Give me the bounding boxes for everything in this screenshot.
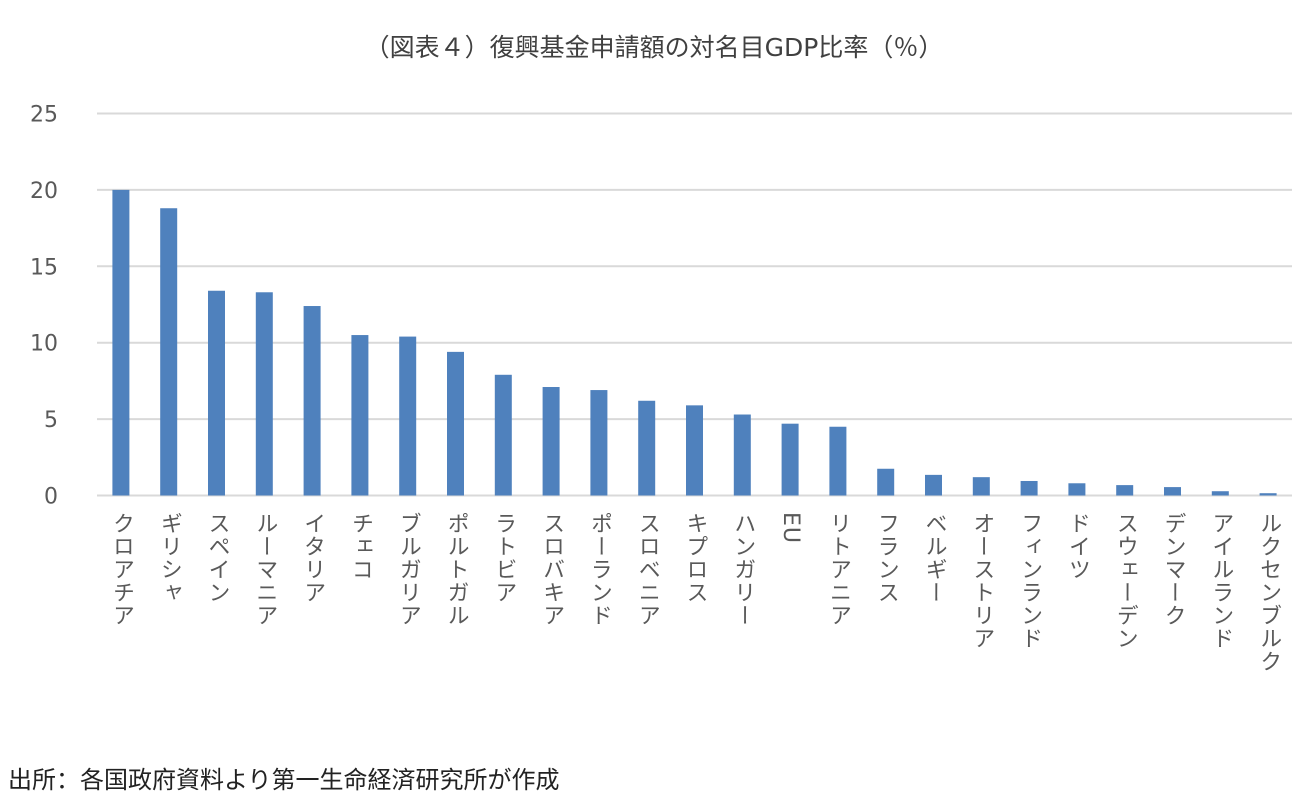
bar-17 [925,474,942,496]
y-tick-label: 0 [44,485,58,510]
x-tick-label: アイルランド [1208,512,1234,650]
x-tick-label: リトアニア [825,512,851,627]
x-tick-label: チェコ [347,512,373,581]
bar-18 [972,477,990,496]
bar-6 [399,336,417,496]
bar-14 [781,423,799,496]
bar-23 [1211,491,1229,496]
bar-5 [351,335,369,496]
x-tick-label: イタリア [300,512,326,604]
y-tick-label: 5 [44,408,58,433]
x-tick-label: ハンガリー [730,512,756,627]
x-tick-label: デンマーク [1160,512,1186,627]
x-tick-label: ポーランド [586,512,612,627]
bar-19 [1020,480,1038,496]
x-tick-label: EU [778,512,804,545]
x-tick-label: ラトビア [491,512,517,604]
bar-10 [590,390,608,496]
bar-16 [877,468,895,496]
bar-12 [686,405,703,496]
y-tick-label: 10 [30,332,58,357]
x-tick-label: ギリシャ [156,512,182,604]
y-tick-label: 20 [30,179,58,204]
x-tick-label: ルクセンブルク [1256,512,1282,673]
y-tick-label: 25 [30,103,58,128]
bar-9 [542,387,560,496]
bar-4 [303,306,321,496]
x-tick-label: ブルガリア [395,512,421,627]
x-tick-label: キプロス [682,512,708,604]
bar-1 [160,208,178,496]
bar-7 [447,351,464,496]
x-tick-label: ベルギー [921,512,947,604]
bar-0 [112,189,130,496]
chart-title: （図表４）復興基金申請額の対名目GDP比率（％） [364,33,944,62]
x-tick-label: フランス [873,512,899,604]
y-tick-label: 15 [30,255,58,280]
bar-8 [494,374,512,496]
bar-21 [1116,485,1134,496]
x-tick-label: スウェーデン [1112,512,1138,650]
bar-24 [1259,493,1277,496]
x-tick-label: オーストリア [969,512,995,650]
x-tick-label: スロバキア [539,512,565,627]
x-tick-label: スロベニア [634,512,660,627]
x-tick-label: クロアチア [108,512,134,627]
bar-11 [638,400,656,496]
bar-15 [829,426,847,496]
bar-20 [1068,483,1086,496]
x-tick-label: ポルトガル [443,512,469,627]
x-tick-label: フィンランド [1017,512,1043,650]
bar-22 [1164,487,1181,496]
bar-2 [208,290,225,496]
bar-13 [733,414,751,496]
x-tick-label: ルーマニア [252,512,278,627]
source-note: 出所：各国政府資料より第一生命経済研究所が作成 [8,766,560,794]
x-tick-label: ドイツ [1064,512,1090,581]
x-tick-label: スペイン [204,512,230,604]
bar-3 [255,292,273,496]
